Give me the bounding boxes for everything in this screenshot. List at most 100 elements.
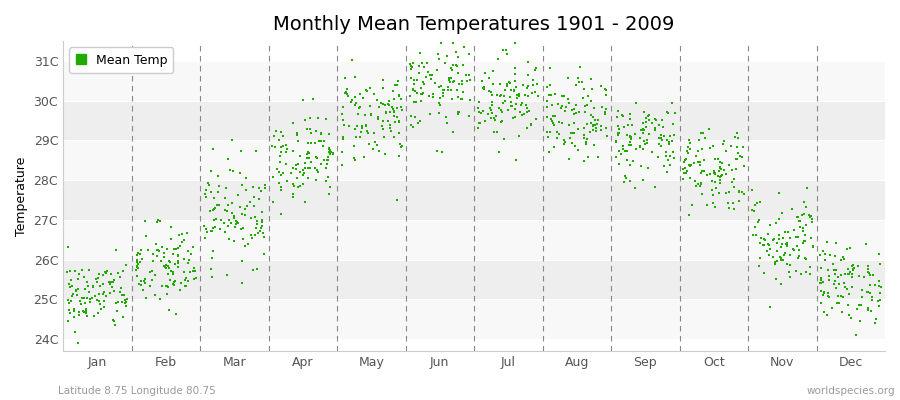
Point — [70, 286, 85, 292]
Point — [186, 265, 201, 271]
Point — [571, 126, 585, 132]
Point — [226, 168, 240, 174]
Point — [724, 143, 738, 150]
Point — [317, 157, 331, 164]
Point — [82, 267, 96, 274]
Point — [845, 267, 859, 274]
Point — [166, 251, 181, 257]
Point — [541, 92, 555, 98]
Point — [300, 155, 314, 162]
Point — [506, 115, 520, 122]
Point — [546, 120, 561, 126]
Legend: Mean Temp: Mean Temp — [69, 47, 174, 73]
Point — [449, 49, 464, 55]
Point — [472, 120, 486, 126]
Point — [285, 120, 300, 127]
Point — [705, 177, 719, 184]
Point — [464, 76, 478, 83]
Point — [562, 122, 576, 128]
Point — [734, 153, 748, 159]
Point — [238, 187, 253, 193]
Point — [814, 288, 828, 294]
Point — [662, 138, 676, 145]
Point — [698, 134, 713, 141]
Point — [725, 167, 740, 174]
Point — [611, 132, 625, 138]
Point — [221, 236, 236, 243]
Point — [181, 248, 195, 254]
Point — [204, 274, 219, 280]
Point — [301, 140, 315, 146]
Point — [635, 120, 650, 126]
Point — [590, 117, 605, 124]
Point — [711, 156, 725, 162]
Point — [778, 241, 793, 248]
Point — [335, 149, 349, 155]
Point — [404, 75, 419, 82]
Point — [586, 114, 600, 120]
Point — [774, 280, 788, 287]
Point — [145, 277, 159, 283]
Point — [697, 157, 711, 164]
Point — [230, 220, 245, 226]
Point — [822, 273, 836, 280]
Point — [683, 146, 698, 152]
Point — [865, 294, 879, 300]
Bar — [63, 260, 885, 300]
Point — [256, 250, 271, 257]
Point — [852, 318, 867, 324]
Point — [804, 235, 818, 241]
Point — [150, 247, 165, 253]
Point — [451, 94, 465, 100]
Point — [255, 217, 269, 223]
Point — [566, 111, 580, 118]
Point — [768, 259, 782, 266]
Point — [85, 294, 99, 301]
Point — [544, 116, 558, 122]
Point — [394, 144, 409, 150]
Point — [394, 96, 409, 102]
Point — [198, 191, 212, 198]
Point — [235, 224, 249, 231]
Point — [659, 152, 673, 159]
Point — [665, 137, 680, 144]
Point — [860, 304, 875, 311]
Point — [642, 131, 656, 137]
Point — [624, 178, 638, 184]
Point — [279, 161, 293, 168]
Point — [455, 81, 470, 87]
Point — [61, 318, 76, 324]
Point — [250, 230, 265, 237]
Point — [182, 257, 196, 263]
Point — [130, 260, 145, 267]
Point — [59, 269, 74, 276]
Point — [515, 100, 529, 107]
Point — [693, 162, 707, 168]
Point — [384, 103, 399, 110]
Point — [487, 128, 501, 135]
Point — [79, 295, 94, 302]
Point — [541, 134, 555, 140]
Point — [688, 178, 702, 184]
Point — [315, 142, 329, 149]
Point — [801, 212, 815, 218]
Point — [232, 204, 247, 210]
Point — [500, 82, 515, 89]
Point — [338, 90, 353, 96]
Point — [402, 93, 417, 100]
Point — [177, 282, 192, 289]
Point — [846, 262, 860, 268]
Point — [442, 77, 456, 83]
Point — [353, 91, 367, 98]
Point — [376, 118, 391, 124]
Point — [649, 116, 663, 123]
Point — [423, 72, 437, 79]
Point — [484, 102, 499, 108]
Point — [873, 260, 887, 267]
Point — [145, 268, 159, 274]
Point — [679, 170, 693, 176]
Point — [345, 97, 359, 103]
Point — [854, 302, 868, 308]
Point — [378, 102, 392, 108]
Point — [569, 82, 583, 89]
